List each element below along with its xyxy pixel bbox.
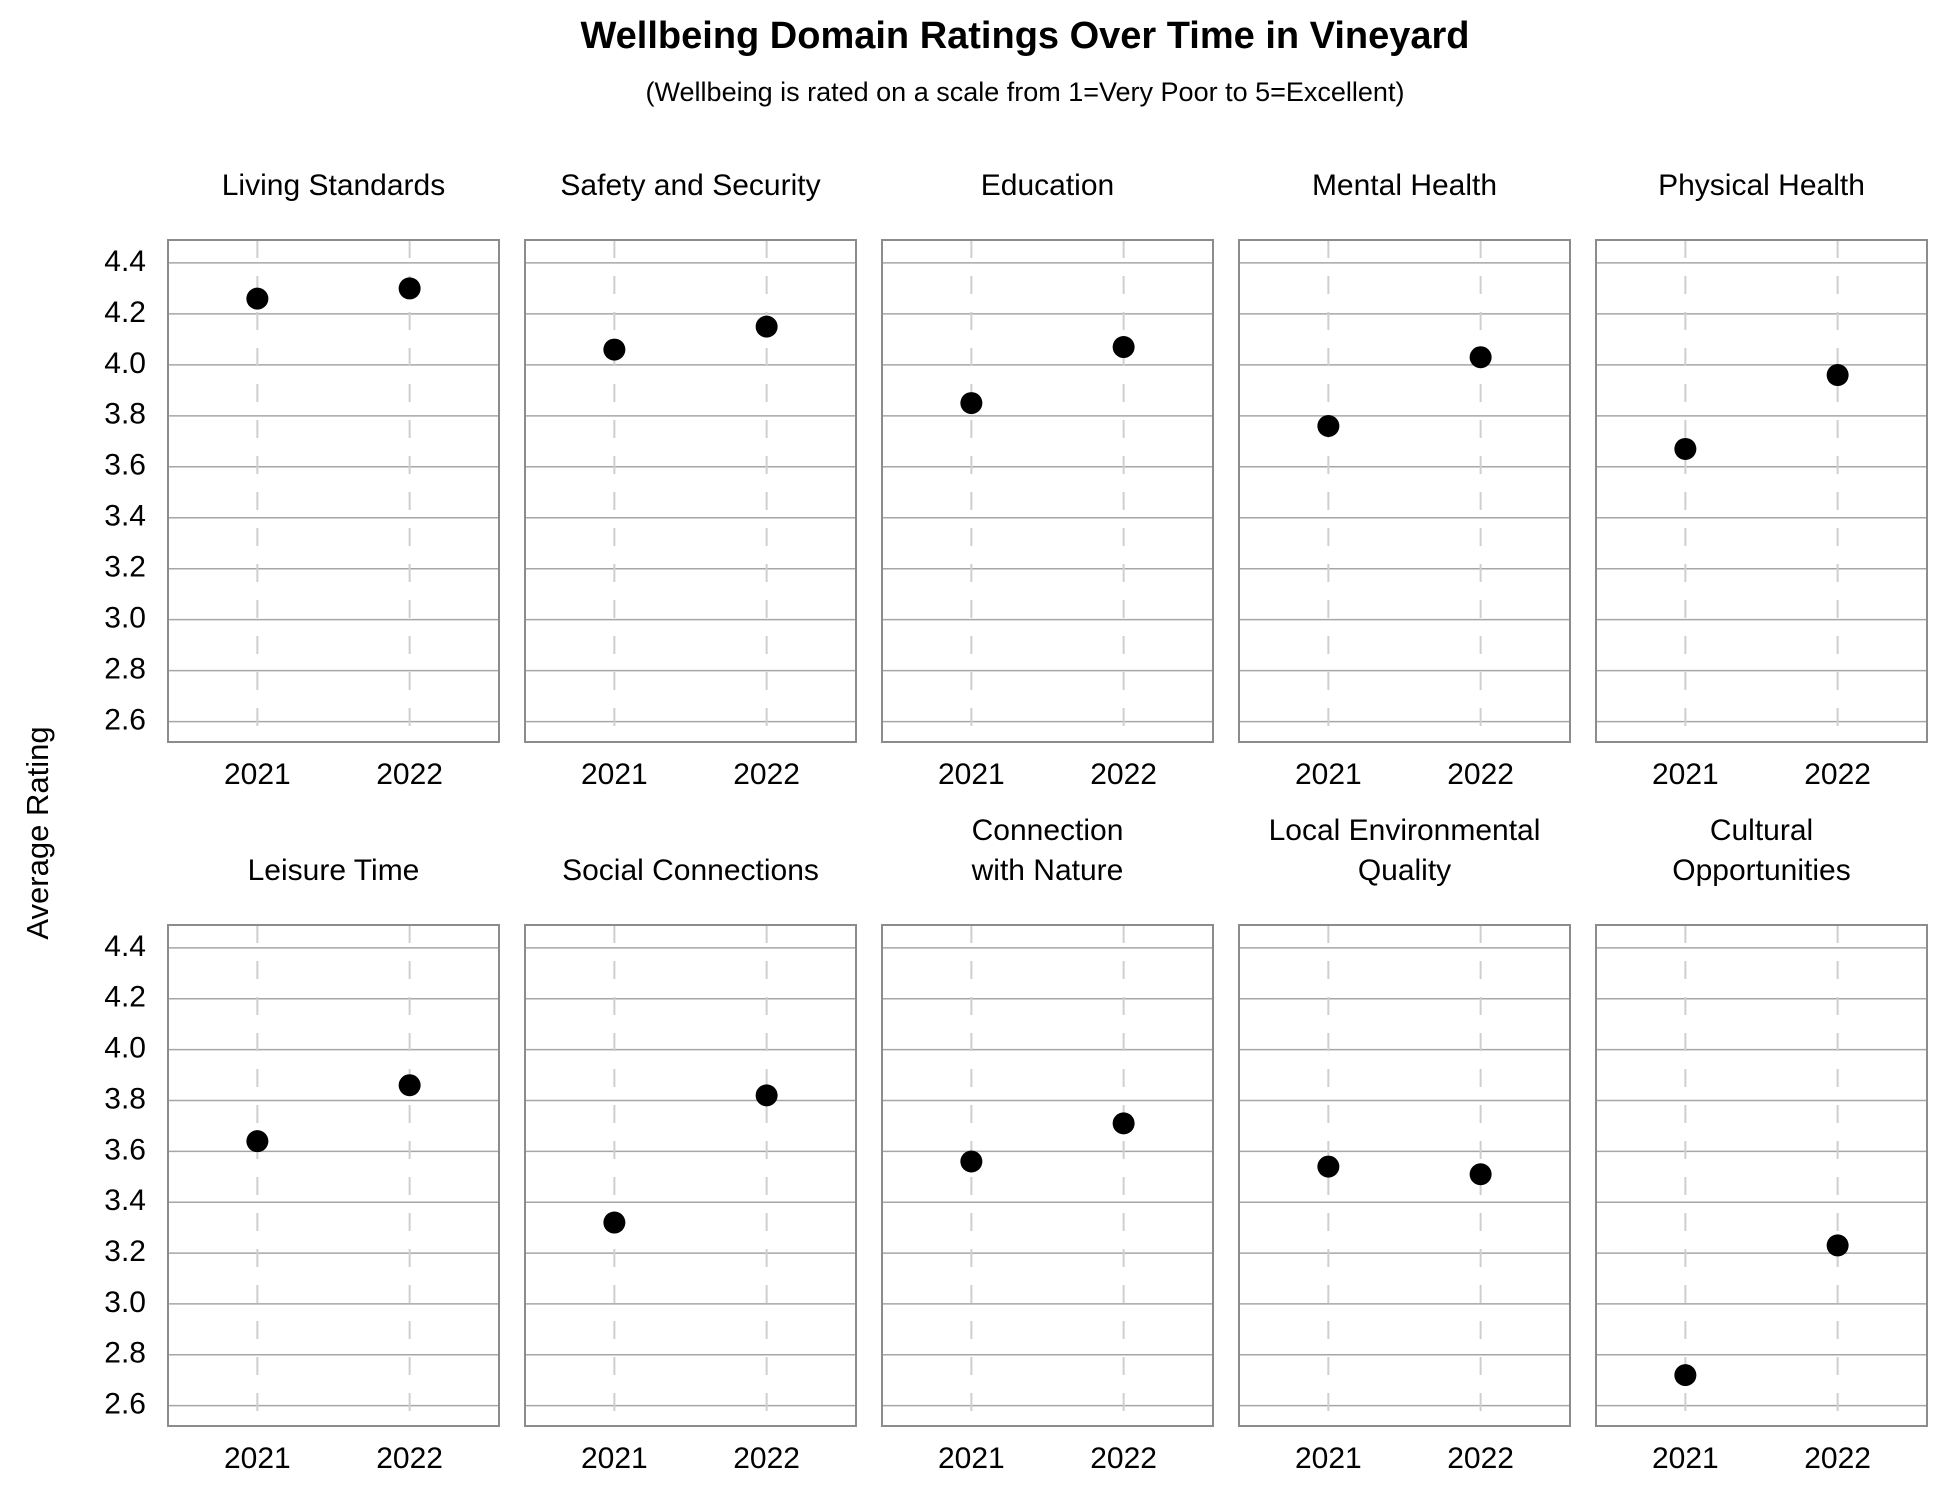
y-tick-label: 3.4	[104, 1184, 146, 1217]
x-tick-label: 2022	[733, 1442, 800, 1475]
chart-subtitle: (Wellbeing is rated on a scale from 1=Ve…	[646, 77, 1405, 107]
panel-title: Cultural Opportunities	[1672, 814, 1850, 887]
panel-frame	[881, 239, 1214, 743]
data-point	[1469, 1163, 1492, 1186]
y-tick-label: 4.0	[104, 347, 146, 380]
data-point	[603, 1211, 626, 1234]
panel-frame	[524, 239, 857, 743]
panel-title: Leisure Time	[248, 854, 420, 887]
y-tick-label: 2.8	[104, 1337, 146, 1370]
x-tick-label: 2022	[1447, 1442, 1514, 1475]
y-axis-label: Average Rating	[20, 726, 55, 939]
data-point	[246, 1130, 269, 1153]
panel-title: Physical Health	[1658, 169, 1865, 202]
chart-title: Wellbeing Domain Ratings Over Time in Vi…	[580, 15, 1469, 57]
x-tick-label: 2021	[938, 758, 1005, 791]
panel-title: Local Environmental Quality	[1269, 814, 1541, 887]
panel-frame	[167, 239, 500, 743]
x-tick-label: 2021	[938, 1442, 1005, 1475]
y-tick-label: 2.6	[104, 704, 146, 737]
x-tick-label: 2021	[581, 1442, 648, 1475]
x-tick-label: 2021	[224, 758, 291, 791]
y-tick-label: 3.8	[104, 398, 146, 431]
data-point	[1112, 1112, 1135, 1135]
x-tick-label: 2022	[376, 758, 443, 791]
data-point	[1826, 1234, 1849, 1257]
data-point	[1112, 336, 1135, 359]
x-tick-label: 2021	[1295, 1442, 1362, 1475]
data-point	[398, 1074, 421, 1097]
panel-frame	[524, 924, 857, 1427]
y-tick-label: 4.4	[104, 245, 146, 278]
y-tick-label: 3.6	[104, 1133, 146, 1166]
panel-frame	[1595, 924, 1928, 1427]
y-tick-label: 3.0	[104, 602, 146, 635]
panel-title: Education	[981, 169, 1114, 202]
data-point	[246, 287, 269, 310]
panel-title: Mental Health	[1312, 169, 1497, 202]
data-point	[960, 1150, 983, 1173]
data-point	[1826, 364, 1849, 387]
y-tick-label: 3.2	[104, 1235, 146, 1268]
panel-title: Connection with Nature	[971, 814, 1124, 887]
y-tick-label: 3.2	[104, 551, 146, 584]
y-tick-label: 4.4	[104, 930, 146, 963]
x-tick-label: 2022	[733, 758, 800, 791]
x-tick-label: 2021	[581, 758, 648, 791]
data-point	[1317, 415, 1340, 438]
x-tick-label: 2021	[1652, 1442, 1719, 1475]
panel-title: Living Standards	[222, 169, 445, 202]
data-point	[960, 392, 983, 415]
y-tick-label: 3.0	[104, 1286, 146, 1319]
data-point	[1674, 437, 1697, 460]
panel-frame	[1238, 924, 1571, 1427]
x-tick-label: 2022	[376, 1442, 443, 1475]
x-tick-label: 2021	[1652, 758, 1719, 791]
y-tick-label: 3.8	[104, 1082, 146, 1115]
panel-title: Safety and Security	[560, 169, 820, 202]
data-point	[603, 338, 626, 361]
panel-frame	[881, 924, 1214, 1427]
y-tick-label: 4.2	[104, 981, 146, 1014]
y-tick-label: 4.2	[104, 296, 146, 329]
y-tick-label: 3.6	[104, 449, 146, 482]
x-tick-label: 2022	[1090, 758, 1157, 791]
data-point	[1674, 1364, 1697, 1387]
x-tick-label: 2022	[1447, 758, 1514, 791]
panel-frame	[1595, 239, 1928, 743]
panel-title: Social Connections	[562, 854, 819, 887]
panel-frame	[1238, 239, 1571, 743]
data-point	[755, 315, 778, 338]
y-tick-label: 2.8	[104, 653, 146, 686]
y-tick-label: 4.0	[104, 1032, 146, 1065]
data-point	[398, 277, 421, 300]
y-tick-label: 2.6	[104, 1388, 146, 1421]
data-point	[755, 1084, 778, 1107]
panel-frame	[167, 924, 500, 1427]
data-point	[1317, 1155, 1340, 1178]
data-point	[1469, 346, 1492, 369]
x-tick-label: 2021	[224, 1442, 291, 1475]
x-tick-label: 2021	[1295, 758, 1362, 791]
x-tick-label: 2022	[1090, 1442, 1157, 1475]
y-tick-label: 3.4	[104, 500, 146, 533]
x-tick-label: 2022	[1804, 1442, 1871, 1475]
x-tick-label: 2022	[1804, 758, 1871, 791]
